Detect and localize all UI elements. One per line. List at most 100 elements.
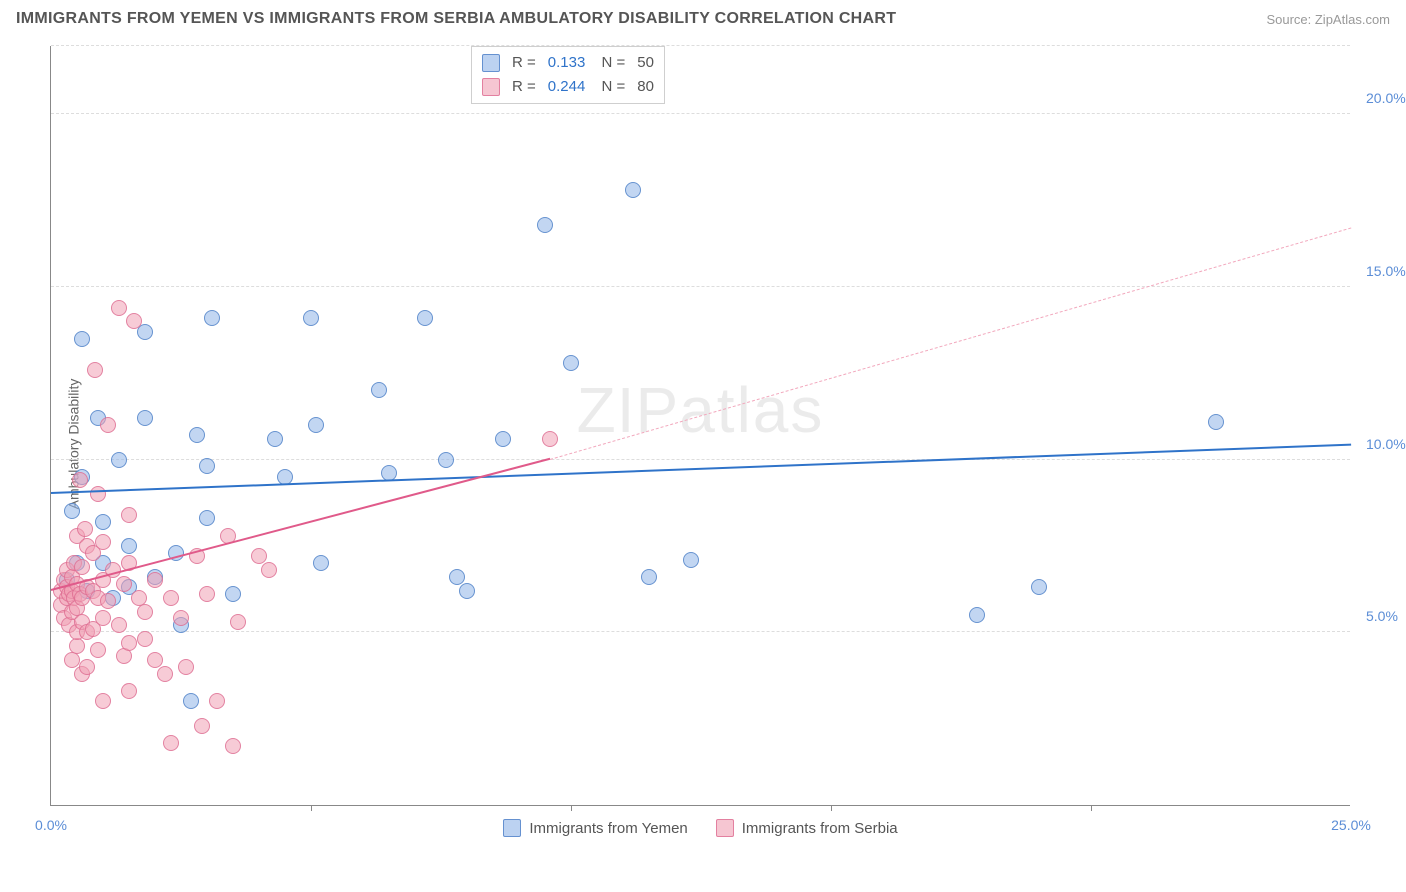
chart-container: Ambulatory Disability ZIPatlas R = 0.133… xyxy=(0,34,1406,854)
data-point xyxy=(111,617,127,633)
x-tick-mark xyxy=(311,805,312,811)
data-point xyxy=(189,427,205,443)
gridline xyxy=(51,286,1350,287)
data-point xyxy=(261,562,277,578)
legend-r-label: R = xyxy=(512,75,536,99)
data-point xyxy=(137,631,153,647)
gridline xyxy=(51,459,1350,460)
data-point xyxy=(563,355,579,371)
data-point xyxy=(178,659,194,675)
data-point xyxy=(267,431,283,447)
data-point xyxy=(313,555,329,571)
regression-line xyxy=(51,458,551,591)
gridline xyxy=(51,631,1350,632)
data-point xyxy=(137,604,153,620)
swatch-icon xyxy=(482,78,500,96)
data-point xyxy=(100,593,116,609)
data-point xyxy=(90,486,106,502)
data-point xyxy=(163,735,179,751)
legend-n-label: N = xyxy=(597,75,625,99)
data-point xyxy=(194,718,210,734)
gridline xyxy=(51,113,1350,114)
data-point xyxy=(537,217,553,233)
regression-line xyxy=(550,227,1351,459)
data-point xyxy=(121,683,137,699)
data-point xyxy=(121,538,137,554)
data-point xyxy=(459,583,475,599)
data-point xyxy=(95,610,111,626)
data-point xyxy=(163,590,179,606)
data-point xyxy=(147,652,163,668)
data-point xyxy=(95,693,111,709)
data-point xyxy=(199,510,215,526)
legend-n-value: 80 xyxy=(637,75,654,99)
data-point xyxy=(199,586,215,602)
data-point xyxy=(417,310,433,326)
data-point xyxy=(183,693,199,709)
data-point xyxy=(111,300,127,316)
data-point xyxy=(157,666,173,682)
data-point xyxy=(308,417,324,433)
data-point xyxy=(87,362,103,378)
x-tick-label: 25.0% xyxy=(1331,817,1371,833)
data-point xyxy=(72,472,88,488)
legend-r-label: R = xyxy=(512,51,536,75)
source-label: Source: ZipAtlas.com xyxy=(1266,12,1390,27)
data-point xyxy=(74,559,90,575)
data-point xyxy=(969,607,985,623)
data-point xyxy=(74,331,90,347)
swatch-icon xyxy=(482,54,500,72)
data-point xyxy=(199,458,215,474)
gridline xyxy=(51,45,1350,46)
legend-stats: R = 0.133 N = 50 R = 0.244 N = 80 xyxy=(471,46,665,104)
y-tick-label: 20.0% xyxy=(1356,90,1406,106)
data-point xyxy=(542,431,558,447)
y-tick-label: 5.0% xyxy=(1356,608,1398,624)
x-tick-mark xyxy=(571,805,572,811)
data-point xyxy=(137,410,153,426)
data-point xyxy=(225,738,241,754)
data-point xyxy=(95,514,111,530)
data-point xyxy=(100,417,116,433)
data-point xyxy=(116,648,132,664)
data-point xyxy=(449,569,465,585)
plot-area: ZIPatlas R = 0.133 N = 50 R = 0.244 N = … xyxy=(50,46,1350,806)
x-tick-label: 0.0% xyxy=(35,817,67,833)
data-point xyxy=(121,635,137,651)
data-point xyxy=(147,572,163,588)
data-point xyxy=(69,638,85,654)
watermark: ZIPatlas xyxy=(577,373,825,447)
data-point xyxy=(641,569,657,585)
data-point xyxy=(225,586,241,602)
x-tick-mark xyxy=(1091,805,1092,811)
chart-title: IMMIGRANTS FROM YEMEN VS IMMIGRANTS FROM… xyxy=(16,10,896,28)
data-point xyxy=(625,182,641,198)
data-point xyxy=(1208,414,1224,430)
data-point xyxy=(116,576,132,592)
data-point xyxy=(111,452,127,468)
data-point xyxy=(683,552,699,568)
swatch-icon xyxy=(716,819,734,837)
x-tick-mark xyxy=(831,805,832,811)
data-point xyxy=(230,614,246,630)
data-point xyxy=(204,310,220,326)
data-point xyxy=(95,534,111,550)
data-point xyxy=(303,310,319,326)
data-point xyxy=(173,610,189,626)
data-point xyxy=(371,382,387,398)
data-point xyxy=(1031,579,1047,595)
data-point xyxy=(64,503,80,519)
data-point xyxy=(209,693,225,709)
data-point xyxy=(64,652,80,668)
data-point xyxy=(79,659,95,675)
swatch-icon xyxy=(503,819,521,837)
y-tick-label: 10.0% xyxy=(1356,436,1406,452)
data-point xyxy=(121,507,137,523)
data-point xyxy=(77,521,93,537)
regression-line xyxy=(51,444,1351,494)
legend-n-label: N = xyxy=(597,51,625,75)
data-point xyxy=(251,548,267,564)
data-point xyxy=(438,452,454,468)
series-name: Immigrants from Serbia xyxy=(742,820,898,837)
legend-n-value: 50 xyxy=(637,51,654,75)
